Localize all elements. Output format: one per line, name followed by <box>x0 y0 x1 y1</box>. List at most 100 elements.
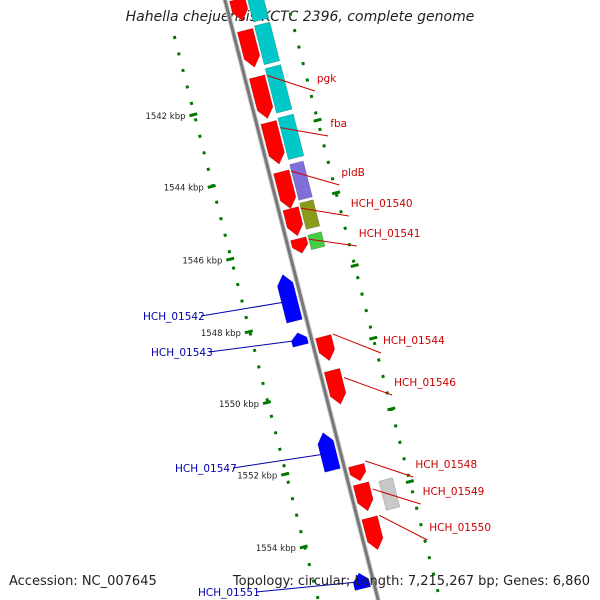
reverse-label-leader <box>200 301 284 317</box>
reverse-label-leader <box>232 453 323 469</box>
forward-gene <box>236 28 261 68</box>
forward-ring-dot <box>326 160 331 165</box>
forward-label-leader <box>300 207 349 217</box>
accession-text: Accession: NC_007645 <box>9 574 157 589</box>
reverse-ring-dot <box>244 315 249 320</box>
forward-gene <box>323 368 347 405</box>
forward-ring-dot <box>419 522 423 527</box>
reverse-ring-dot <box>214 200 219 205</box>
reverse-ring-dot <box>227 249 232 254</box>
forward-major-tick <box>350 263 359 268</box>
reverse-ring-dot <box>193 118 198 122</box>
tick-label: 1548 kbp <box>201 329 241 339</box>
forward-ring-dot <box>393 424 398 428</box>
reverse-gene <box>277 274 303 324</box>
reverse-ring-dot <box>286 480 291 485</box>
major-tick <box>207 184 216 189</box>
reverse-ring-dot <box>282 463 286 468</box>
tick-label: 1542 kbp <box>145 112 185 122</box>
reverse-gene-label: HCH_01542 <box>143 311 205 323</box>
tick-label: 1546 kbp <box>182 256 222 266</box>
forward-major-tick <box>331 190 341 196</box>
forward-ring-dot <box>368 325 373 329</box>
forward-label-leader <box>308 238 357 247</box>
forward-gene-label: pgk <box>317 73 337 85</box>
forward-label-leader <box>343 377 393 396</box>
forward-gene <box>273 169 297 210</box>
forward-gene <box>290 236 309 254</box>
cds-feature-cyan <box>247 0 270 23</box>
major-tick <box>262 400 272 405</box>
forward-ring-dot <box>364 308 369 313</box>
forward-gene-label: HCH_01540 <box>351 198 413 210</box>
forward-major-tick <box>369 335 378 341</box>
forward-ring-dot <box>305 78 310 82</box>
cds-feature-cyan <box>253 21 281 66</box>
forward-gene <box>229 0 249 22</box>
reverse-ring-dot <box>315 595 320 600</box>
forward-major-tick <box>387 406 396 412</box>
forward-ring-dot <box>351 259 356 263</box>
reverse-ring-dot <box>181 68 185 73</box>
reverse-ring-dot <box>189 101 194 106</box>
forward-gene-label: HCH_01546 <box>394 377 456 389</box>
reverse-label-leader <box>255 581 356 593</box>
reverse-ring-dot <box>252 348 257 353</box>
forward-ring-dot <box>297 45 301 49</box>
reverse-ring-dot <box>185 85 190 89</box>
cds-feature-purple <box>289 160 313 201</box>
tick-label: 1550 kbp <box>219 400 259 410</box>
forward-ring-dot <box>322 144 326 148</box>
forward-label-leader <box>372 488 421 505</box>
reverse-ring-dot <box>294 513 299 517</box>
forward-label-leader <box>266 74 316 92</box>
forward-label-leader <box>332 333 382 354</box>
reverse-ring-dot <box>198 134 202 139</box>
reverse-ring-dot <box>177 52 181 56</box>
forward-ring-dot <box>330 176 335 181</box>
forward-ring-dot <box>402 457 406 461</box>
forward-ring-dot <box>423 539 427 544</box>
reverse-ring-dot <box>273 430 278 435</box>
genome-summary-text: Topology: circular; Length: 7,215,267 bp… <box>232 574 590 589</box>
reverse-ring-dot <box>206 167 211 172</box>
forward-ring-dot <box>339 209 343 214</box>
tick-label: 1544 kbp <box>164 184 204 194</box>
reverse-gene-label: HCH_01543 <box>151 347 213 359</box>
forward-ring-dot <box>334 193 339 198</box>
reverse-ring-dot <box>231 266 236 270</box>
forward-ring-dot <box>313 111 318 115</box>
forward-ring-dot <box>427 555 432 560</box>
reverse-ring-dot <box>240 299 244 303</box>
reverse-ring-dot <box>269 414 274 419</box>
reverse-ring-dot <box>307 562 312 567</box>
major-tick <box>299 544 308 550</box>
forward-ring-dot <box>414 506 419 511</box>
cds-feature-cyan <box>277 113 305 160</box>
forward-ring-dot <box>398 440 402 445</box>
reverse-ring-dot <box>265 398 270 402</box>
reverse-ring-dot <box>256 365 261 369</box>
forward-ring-dot <box>301 61 305 66</box>
forward-gene <box>282 206 304 237</box>
major-tick <box>244 329 254 335</box>
forward-gene-label: HCH_01548 <box>415 459 477 471</box>
forward-gene-label: HCH_01544 <box>383 335 445 347</box>
forward-gene <box>315 334 336 362</box>
forward-ring-dot <box>431 572 436 576</box>
forward-ring-dot <box>376 358 381 362</box>
forward-ring-dot <box>360 292 364 296</box>
major-tick <box>189 112 198 118</box>
tick-label: 1552 kbp <box>237 471 277 481</box>
forward-ring-dot <box>410 489 415 494</box>
forward-gene-label: fba <box>330 118 347 130</box>
reverse-ring-dot <box>278 447 282 452</box>
reverse-ring-dot <box>202 150 206 155</box>
reverse-ring-dot <box>219 216 223 221</box>
forward-ring-dot <box>309 94 314 99</box>
forward-gene-label: pldB <box>341 167 364 179</box>
forward-gene <box>348 463 367 482</box>
forward-gene-label: HCH_01550 <box>429 522 491 534</box>
reverse-ring-dot <box>235 282 240 287</box>
